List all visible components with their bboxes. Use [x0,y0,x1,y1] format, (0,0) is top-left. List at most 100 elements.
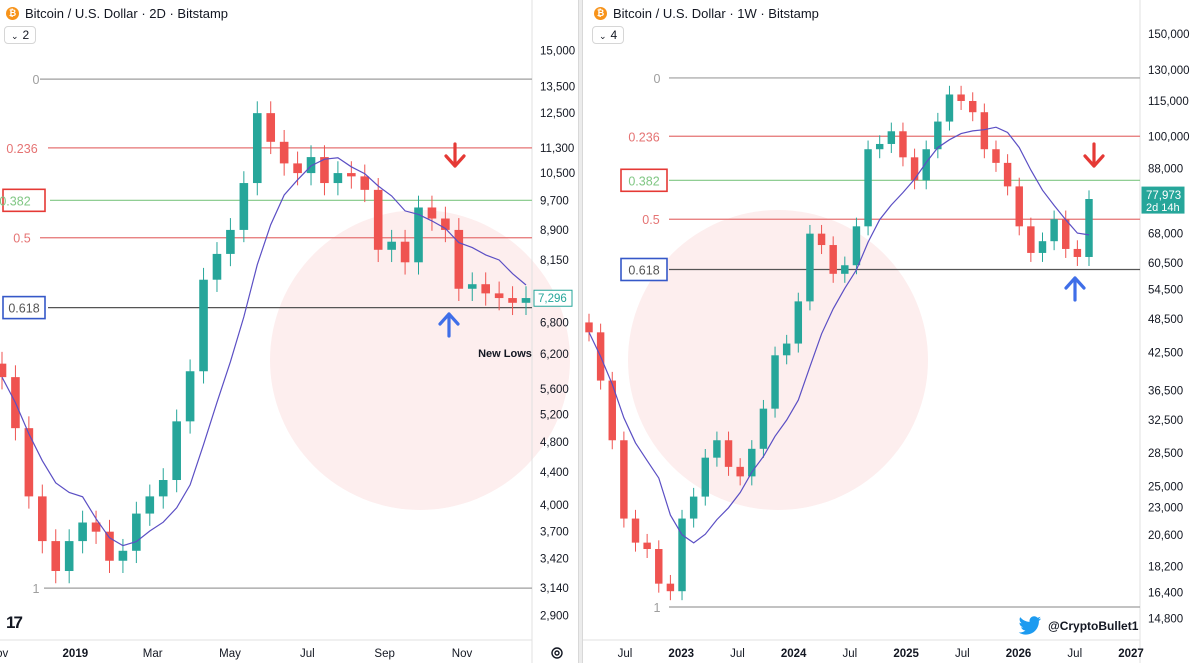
candle-body [666,583,675,592]
y-tick-label: 4,400 [540,467,569,479]
blue-up-arrow [1064,276,1086,302]
x-tick-label: 2026 [1006,648,1032,660]
right-pane-control[interactable]: ⌄ 4 [592,26,625,44]
y-tick-label: 100,000 [1148,131,1190,143]
candle-body [620,440,628,519]
blue-up-arrow [438,312,460,338]
new-lows-annotation: New Lows [478,348,532,360]
candle-body [427,207,437,219]
candle-body [794,301,803,344]
y-tick-label: 48,500 [1148,314,1183,326]
candle-body [279,141,289,164]
chevron-down-icon: ⌄ [599,31,607,41]
left-pane-control[interactable]: ⌄ 2 [4,26,37,44]
y-tick-label: 60,500 [1148,258,1183,270]
left-chart-title: Bitcoin / U.S. Dollar · 2D · Bitstamp [25,6,228,21]
fib-highlight-box [2,188,46,213]
y-tick-label: 13,500 [540,82,575,94]
candle-body [105,531,114,561]
y-tick-label: 115,000 [1148,96,1189,108]
candle-body [508,298,517,303]
tradingview-logo[interactable]: 17 [6,613,23,632]
moving-average-line [1,157,527,547]
x-tick-label: 2023 [668,648,694,660]
candle-body [494,293,504,299]
y-tick-label: 88,000 [1148,164,1183,176]
x-tick-label: Mar [143,648,163,660]
candle-body [481,284,490,294]
candle-body [701,457,709,497]
candle-body [132,513,141,551]
fib-highlight-box [620,257,668,282]
candle-body [1062,219,1070,249]
bitcoin-icon: ₿ [6,7,19,20]
x-tick-label: 2025 [893,648,919,660]
candle-body [252,113,262,184]
candle-body [841,265,849,274]
left-symbol-header[interactable]: ₿ Bitcoin / U.S. Dollar · 2D · Bitstamp [6,6,228,21]
candle-body [239,183,249,230]
red-down-arrow [1083,142,1105,168]
bitcoin-icon: ₿ [594,7,607,20]
y-tick-label: 36,500 [1148,386,1183,398]
fib-level-label: 0.618 [8,302,39,316]
right-symbol-header[interactable]: ₿ Bitcoin / U.S. Dollar · 1W · Bitstamp [594,6,819,21]
x-tick-label: Jul [1067,648,1082,660]
candle-body [1073,248,1082,257]
candle-body [1085,199,1093,257]
candle-body [631,518,640,543]
x-tick-label: 2019 [63,648,89,660]
right-chart: 150,000 130,000 115,000 100,000 88,000 68,000… [583,0,1190,663]
candle-body [185,371,195,422]
watermark-circle [270,210,570,510]
y-tick-label: 32,500 [1148,415,1183,427]
x-tick-label: Jul [955,648,970,660]
fib-level-label: 0.236 [628,130,659,144]
twitter-handle: @CryptoBullet1 [1018,616,1138,636]
candle-body [521,298,531,303]
y-tick-label: 6,200 [540,349,569,361]
candle-body [306,157,316,174]
x-tick-label: Jul [730,648,745,660]
candle-body [922,149,930,181]
gear-icon[interactable] [550,646,564,665]
x-tick-label: Jul [618,648,633,660]
candle-body [387,241,396,250]
fib-level-label: 0.5 [13,232,30,246]
candle-body [1027,226,1035,253]
pane-divider[interactable] [578,0,583,663]
candle-body [899,131,907,158]
candle-body [875,143,884,150]
right-chart-title: Bitcoin / U.S. Dollar · 1W · Bitstamp [613,6,819,21]
y-tick-label: 4,800 [540,437,569,449]
y-tick-label: 14,800 [1148,614,1183,626]
last-price-value: 77,973 [1146,190,1181,202]
fib-highlight-box [2,295,46,320]
candle-body [226,229,235,254]
candle-body [172,421,181,481]
fib-level-label: 1 [654,601,661,615]
y-tick-label: 15,000 [540,45,575,57]
y-tick-label: 130,000 [1148,65,1190,77]
y-tick-label: 5,600 [540,384,569,396]
x-tick-label: 2024 [781,648,807,660]
bar-countdown: 2d 14h [1146,202,1180,214]
twitter-icon [1018,616,1041,635]
x-tick-label: Nov [452,648,473,660]
candle-body [957,94,965,101]
candle-body [992,149,1000,163]
candle-body [78,522,87,542]
x-tick-label: Sep [374,648,394,660]
y-tick-label: 54,500 [1148,285,1183,297]
y-tick-label: 28,500 [1148,448,1183,460]
candle-body [199,279,208,372]
candle-body [864,149,872,227]
y-tick-label: 5,200 [540,410,569,422]
candle-body [1015,186,1023,227]
candle-body [608,380,616,441]
fib-level-label: 0.382 [0,194,31,208]
y-tick-label: 8,900 [540,225,569,237]
fib-level-label: 0.5 [642,213,659,227]
candle-body [934,121,942,150]
